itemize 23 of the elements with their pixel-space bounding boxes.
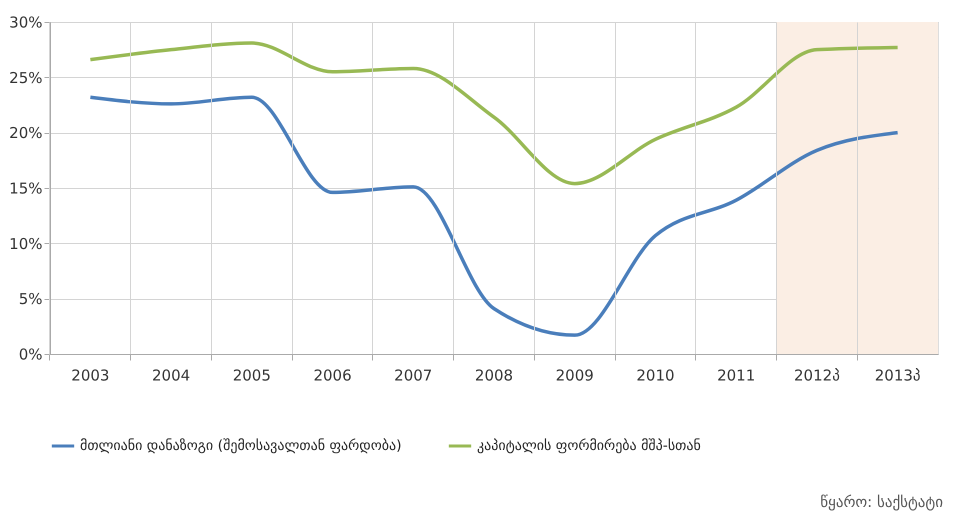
- text: წყარო: საქსტატი: [820, 493, 944, 511]
- x-tick-label: 2011: [717, 366, 756, 384]
- x-tick-label: 2013პ: [874, 366, 921, 384]
- y-tick-label: 10%: [9, 234, 42, 253]
- line-series: [88, 41, 900, 186]
- y-tick-label: 30%: [9, 14, 42, 32]
- y-tick-label: 5%: [18, 290, 42, 308]
- x-tick-label: 2012პ: [794, 366, 840, 384]
- legend-label: კაპიტალის ფორმირება მშპ-სთან: [477, 438, 701, 454]
- x-tick-label: 2006: [313, 366, 352, 384]
- x-tick-label: 2007: [394, 366, 432, 384]
- x-tick-label: 2004: [152, 366, 190, 384]
- y-tick-label: 20%: [9, 124, 42, 142]
- x-tick-label: 2010: [636, 366, 675, 384]
- x-tick-label: 2009: [556, 366, 594, 384]
- x-tick-label: 2005: [232, 366, 271, 384]
- y-tick-label: 0%: [18, 346, 42, 364]
- x-tick-label: 2008: [474, 366, 514, 384]
- y-tick-label: 15%: [9, 180, 42, 198]
- line-series: [88, 96, 900, 337]
- y-tick-label: 25%: [9, 68, 42, 87]
- x-tick-label: 2003: [71, 366, 110, 384]
- legend-label: მთლიანი დანაზოგი (შემოსავალთან ფარდობა): [80, 438, 402, 454]
